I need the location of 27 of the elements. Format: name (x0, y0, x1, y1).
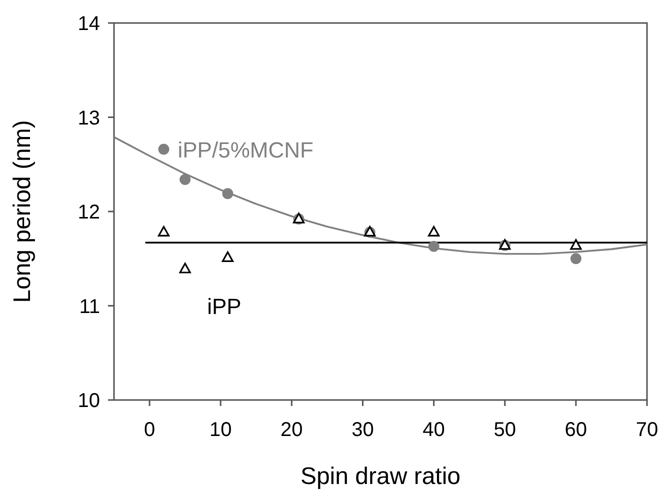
y-tick-label: 14 (78, 13, 100, 35)
point (180, 174, 191, 185)
point (570, 239, 582, 250)
x-tick-label: 30 (352, 419, 374, 441)
point (428, 226, 440, 237)
point (179, 262, 191, 274)
y-tick-label: 13 (78, 107, 100, 130)
point (222, 188, 234, 200)
series-label: iPP (207, 294, 242, 319)
y-tick-label: 10 (78, 390, 100, 412)
y-axis-title: Long period (nm) (9, 120, 36, 303)
x-tick-label: 60 (564, 419, 588, 441)
point (158, 226, 170, 237)
x-tick-label: 20 (280, 419, 303, 441)
point (428, 240, 440, 252)
y-tick-label: 11 (79, 296, 100, 318)
x-tick-label: 50 (494, 419, 516, 441)
y-tick-label: 12 (78, 202, 100, 224)
x-tick-label: 70 (636, 419, 658, 441)
x-tick-label: 10 (209, 419, 232, 441)
point (158, 144, 170, 155)
x-tick-label: 0 (144, 419, 156, 441)
x-tick-label: 40 (422, 419, 445, 441)
point (222, 251, 234, 262)
point (570, 253, 582, 264)
series-label: iPP/5%MCNF (178, 137, 314, 162)
x-axis-title: Spin draw ratio (300, 463, 461, 490)
